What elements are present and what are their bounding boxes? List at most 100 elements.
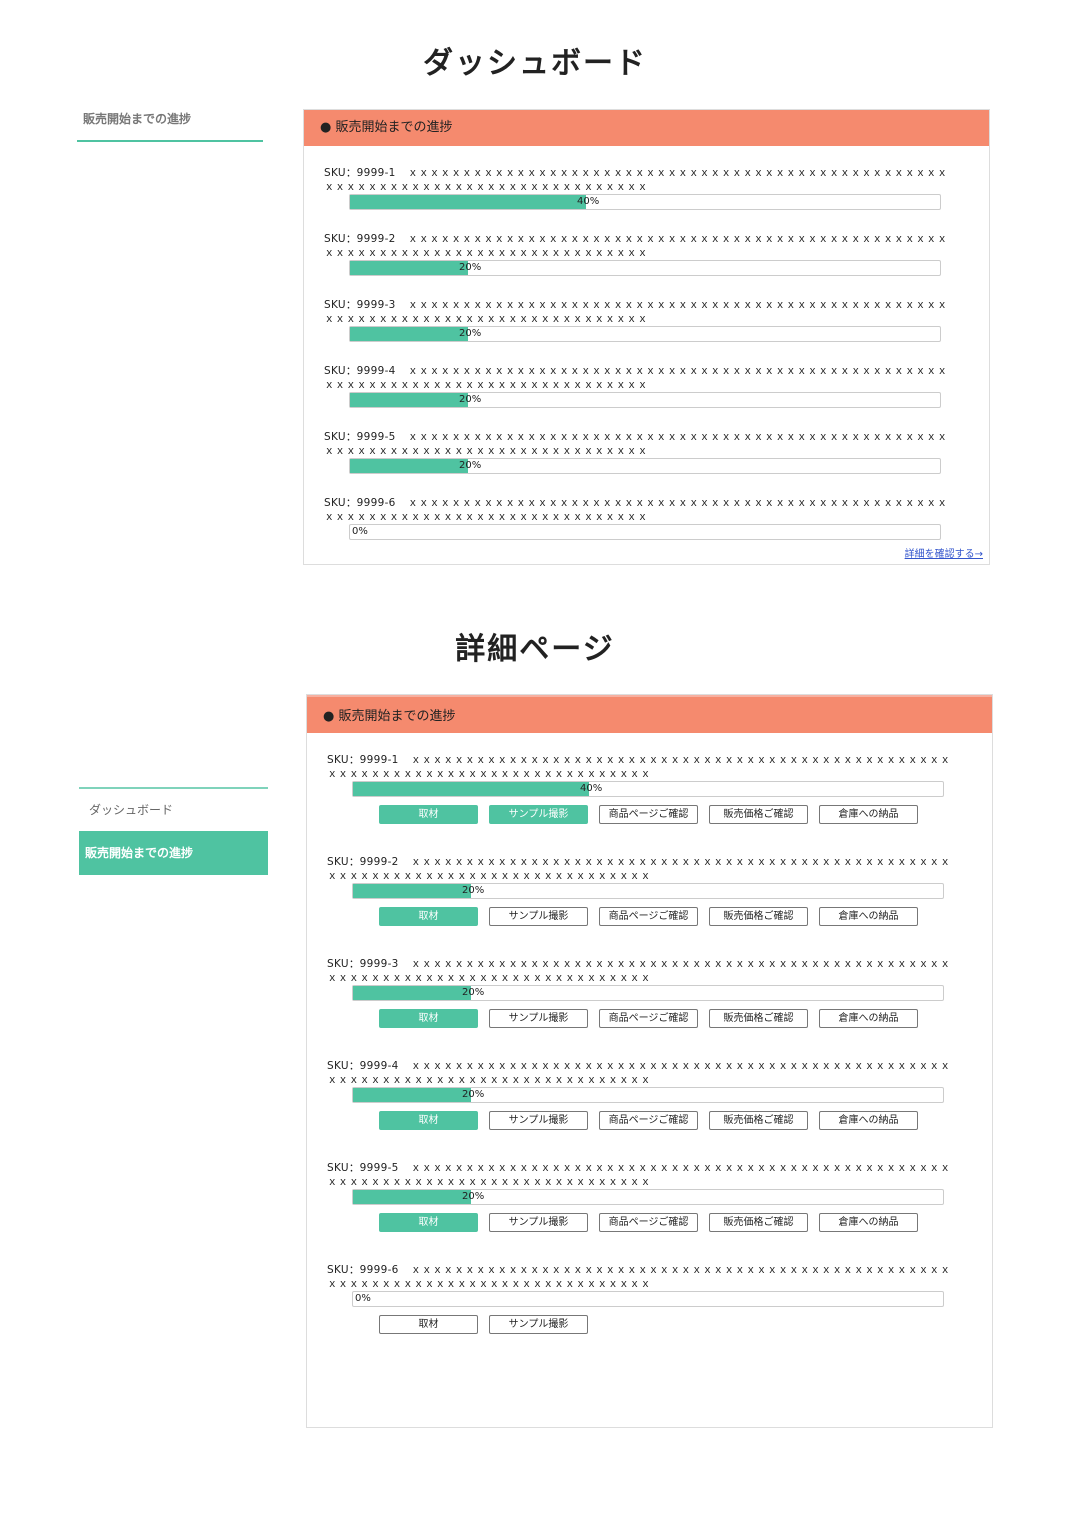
- step-buttons: 取材 サンプル撮影 商品ページご確認 販売価格ご確認 倉庫への納品: [379, 1213, 918, 1232]
- step-button[interactable]: 販売価格ご確認: [709, 805, 808, 824]
- detail-title: 詳細ページ: [455, 632, 615, 667]
- sku-row: SKU：9999-6 ｘｘｘｘｘｘｘｘｘｘｘｘｘｘｘｘｘｘｘｘｘｘｘｘｘｘｘｘｘｘ…: [327, 1263, 972, 1334]
- sku-text: SKU：9999-1 ｘｘｘｘｘｘｘｘｘｘｘｘｘｘｘｘｘｘｘｘｘｘｘｘｘｘｘｘｘｘ…: [324, 166, 954, 194]
- sku-text: SKU：9999-5 ｘｘｘｘｘｘｘｘｘｘｘｘｘｘｘｘｘｘｘｘｘｘｘｘｘｘｘｘｘｘ…: [327, 1161, 957, 1189]
- sku-row: SKU：9999-2 ｘｘｘｘｘｘｘｘｘｘｘｘｘｘｘｘｘｘｘｘｘｘｘｘｘｘｘｘｘｘ…: [327, 855, 972, 926]
- progress-bar: 20%: [352, 985, 944, 1001]
- step-button[interactable]: サンプル撮影: [489, 1009, 588, 1028]
- progress-fill: [353, 884, 471, 898]
- sku-id: SKU：9999-3: [324, 299, 396, 311]
- sku-id: SKU：9999-2: [324, 233, 396, 245]
- step-button[interactable]: 商品ページご確認: [599, 1009, 698, 1028]
- step-button[interactable]: 商品ページご確認: [599, 805, 698, 824]
- progress-fill: [350, 459, 468, 473]
- sku-id: SKU：9999-3: [327, 958, 399, 970]
- sku-id: SKU：9999-6: [327, 1264, 399, 1276]
- sku-name: ｘｘｘｘｘｘｘｘｘｘｘｘｘｘｘｘｘｘｘｘｘｘｘｘｘｘｘｘｘｘｘｘｘｘｘｘｘｘｘｘ…: [327, 1162, 951, 1188]
- sku-text: SKU：9999-6 ｘｘｘｘｘｘｘｘｘｘｘｘｘｘｘｘｘｘｘｘｘｘｘｘｘｘｘｘｘｘ…: [324, 496, 954, 524]
- step-button[interactable]: 販売価格ご確認: [709, 1213, 808, 1232]
- step-buttons: 取材 サンプル撮影 商品ページご確認 販売価格ご確認 倉庫への納品: [379, 1009, 918, 1028]
- progress-bar: 20%: [349, 458, 941, 474]
- sku-id: SKU：9999-6: [324, 497, 396, 509]
- sku-row: SKU：9999-1 ｘｘｘｘｘｘｘｘｘｘｘｘｘｘｘｘｘｘｘｘｘｘｘｘｘｘｘｘｘｘ…: [327, 753, 972, 824]
- step-button[interactable]: 取材: [379, 1213, 478, 1232]
- sku-row: SKU：9999-4 ｘｘｘｘｘｘｘｘｘｘｘｘｘｘｘｘｘｘｘｘｘｘｘｘｘｘｘｘｘｘ…: [327, 1059, 972, 1130]
- sidebar-item-label: ダッシュボード: [89, 803, 174, 817]
- sku-text: SKU：9999-2 ｘｘｘｘｘｘｘｘｘｘｘｘｘｘｘｘｘｘｘｘｘｘｘｘｘｘｘｘｘｘ…: [327, 855, 957, 883]
- sku-row: SKU：9999-4 ｘｘｘｘｘｘｘｘｘｘｘｘｘｘｘｘｘｘｘｘｘｘｘｘｘｘｘｘｘｘ…: [324, 364, 969, 408]
- sku-text: SKU：9999-4 ｘｘｘｘｘｘｘｘｘｘｘｘｘｘｘｘｘｘｘｘｘｘｘｘｘｘｘｘｘｘ…: [324, 364, 954, 392]
- sku-id: SKU：9999-4: [324, 365, 396, 377]
- step-button[interactable]: 倉庫への納品: [819, 1213, 918, 1232]
- step-button[interactable]: サンプル撮影: [489, 805, 588, 824]
- progress-fill: [350, 261, 468, 275]
- sidebar-item[interactable]: ダッシュボード: [79, 789, 268, 831]
- progress-bar: 40%: [352, 781, 944, 797]
- step-button[interactable]: 取材: [379, 805, 478, 824]
- progress-bar: 20%: [349, 260, 941, 276]
- step-button[interactable]: サンプル撮影: [489, 1315, 588, 1334]
- step-button[interactable]: 販売価格ご確認: [709, 1111, 808, 1130]
- sku-row: SKU：9999-6 ｘｘｘｘｘｘｘｘｘｘｘｘｘｘｘｘｘｘｘｘｘｘｘｘｘｘｘｘｘｘ…: [324, 496, 969, 540]
- progress-bar: 20%: [352, 1189, 944, 1205]
- step-button[interactable]: 商品ページご確認: [599, 1213, 698, 1232]
- sku-name: ｘｘｘｘｘｘｘｘｘｘｘｘｘｘｘｘｘｘｘｘｘｘｘｘｘｘｘｘｘｘｘｘｘｘｘｘｘｘｘｘ…: [324, 299, 948, 325]
- sku-name: ｘｘｘｘｘｘｘｘｘｘｘｘｘｘｘｘｘｘｘｘｘｘｘｘｘｘｘｘｘｘｘｘｘｘｘｘｘｘｘｘ…: [324, 233, 948, 259]
- step-button[interactable]: 倉庫への納品: [819, 907, 918, 926]
- panel-header: ● 販売開始までの進捗: [307, 695, 992, 733]
- step-button[interactable]: 販売価格ご確認: [709, 907, 808, 926]
- sku-row: SKU：9999-2 ｘｘｘｘｘｘｘｘｘｘｘｘｘｘｘｘｘｘｘｘｘｘｘｘｘｘｘｘｘｘ…: [324, 232, 969, 276]
- progress-bar: 0%: [349, 524, 941, 540]
- progress-percent: 20%: [462, 987, 485, 998]
- sku-name: ｘｘｘｘｘｘｘｘｘｘｘｘｘｘｘｘｘｘｘｘｘｘｘｘｘｘｘｘｘｘｘｘｘｘｘｘｘｘｘｘ…: [324, 167, 948, 193]
- progress-percent: 20%: [459, 262, 482, 273]
- dashboard-progress-panel: ● 販売開始までの進捗 詳細を確認する→ SKU：9999-1 ｘｘｘｘｘｘｘｘｘ…: [303, 109, 990, 565]
- step-button[interactable]: サンプル撮影: [489, 1213, 588, 1232]
- progress-percent: 0%: [352, 526, 368, 537]
- sku-name: ｘｘｘｘｘｘｘｘｘｘｘｘｘｘｘｘｘｘｘｘｘｘｘｘｘｘｘｘｘｘｘｘｘｘｘｘｘｘｘｘ…: [327, 856, 951, 882]
- sidebar-item-label: 販売開始までの進捗: [85, 846, 194, 860]
- sku-text: SKU：9999-1 ｘｘｘｘｘｘｘｘｘｘｘｘｘｘｘｘｘｘｘｘｘｘｘｘｘｘｘｘｘｘ…: [327, 753, 957, 781]
- detail-link[interactable]: 詳細を確認する→: [904, 549, 983, 560]
- progress-fill: [350, 195, 586, 209]
- step-buttons: 取材 サンプル撮影 商品ページご確認 販売価格ご確認 倉庫への納品: [379, 805, 918, 824]
- step-buttons: 取材 サンプル撮影 商品ページご確認 販売価格ご確認 倉庫への納品: [379, 1111, 918, 1130]
- sidebar-item-progress[interactable]: 販売開始までの進捗: [77, 108, 263, 142]
- progress-percent: 20%: [462, 1089, 485, 1100]
- panel-header: ● 販売開始までの進捗: [304, 110, 989, 146]
- progress-bar: 40%: [349, 194, 941, 210]
- step-button[interactable]: 商品ページご確認: [599, 907, 698, 926]
- sku-row: SKU：9999-5 ｘｘｘｘｘｘｘｘｘｘｘｘｘｘｘｘｘｘｘｘｘｘｘｘｘｘｘｘｘｘ…: [324, 430, 969, 474]
- step-button[interactable]: 倉庫への納品: [819, 1111, 918, 1130]
- sku-name: ｘｘｘｘｘｘｘｘｘｘｘｘｘｘｘｘｘｘｘｘｘｘｘｘｘｘｘｘｘｘｘｘｘｘｘｘｘｘｘｘ…: [324, 365, 948, 391]
- progress-fill: [350, 393, 468, 407]
- step-button[interactable]: 商品ページご確認: [599, 1111, 698, 1130]
- sku-text: SKU：9999-5 ｘｘｘｘｘｘｘｘｘｘｘｘｘｘｘｘｘｘｘｘｘｘｘｘｘｘｘｘｘｘ…: [324, 430, 954, 458]
- progress-bar: 20%: [349, 326, 941, 342]
- sku-id: SKU：9999-2: [327, 856, 399, 868]
- sidebar-item[interactable]: 販売開始までの進捗: [79, 831, 268, 875]
- sku-text: SKU：9999-6 ｘｘｘｘｘｘｘｘｘｘｘｘｘｘｘｘｘｘｘｘｘｘｘｘｘｘｘｘｘｘ…: [327, 1263, 957, 1291]
- step-button[interactable]: 取材: [379, 1009, 478, 1028]
- step-button[interactable]: 取材: [379, 1111, 478, 1130]
- step-button[interactable]: 販売価格ご確認: [709, 1009, 808, 1028]
- sku-id: SKU：9999-1: [324, 167, 396, 179]
- progress-percent: 20%: [462, 1191, 485, 1202]
- sku-name: ｘｘｘｘｘｘｘｘｘｘｘｘｘｘｘｘｘｘｘｘｘｘｘｘｘｘｘｘｘｘｘｘｘｘｘｘｘｘｘｘ…: [324, 431, 948, 457]
- sku-id: SKU：9999-1: [327, 754, 399, 766]
- step-button[interactable]: 取材: [379, 1315, 478, 1334]
- step-button[interactable]: 倉庫への納品: [819, 805, 918, 824]
- sku-name: ｘｘｘｘｘｘｘｘｘｘｘｘｘｘｘｘｘｘｘｘｘｘｘｘｘｘｘｘｘｘｘｘｘｘｘｘｘｘｘｘ…: [327, 1264, 951, 1290]
- progress-fill: [353, 782, 589, 796]
- progress-percent: 20%: [459, 328, 482, 339]
- sku-name: ｘｘｘｘｘｘｘｘｘｘｘｘｘｘｘｘｘｘｘｘｘｘｘｘｘｘｘｘｘｘｘｘｘｘｘｘｘｘｘｘ…: [327, 958, 951, 984]
- step-buttons: 取材 サンプル撮影 商品ページご確認 販売価格ご確認 倉庫への納品: [379, 907, 918, 926]
- step-button[interactable]: サンプル撮影: [489, 907, 588, 926]
- progress-fill: [353, 986, 471, 1000]
- step-button[interactable]: サンプル撮影: [489, 1111, 588, 1130]
- step-button[interactable]: 倉庫への納品: [819, 1009, 918, 1028]
- progress-bar: 0%: [352, 1291, 944, 1307]
- sku-name: ｘｘｘｘｘｘｘｘｘｘｘｘｘｘｘｘｘｘｘｘｘｘｘｘｘｘｘｘｘｘｘｘｘｘｘｘｘｘｘｘ…: [327, 1060, 951, 1086]
- sku-row: SKU：9999-5 ｘｘｘｘｘｘｘｘｘｘｘｘｘｘｘｘｘｘｘｘｘｘｘｘｘｘｘｘｘｘ…: [327, 1161, 972, 1232]
- step-button[interactable]: 取材: [379, 907, 478, 926]
